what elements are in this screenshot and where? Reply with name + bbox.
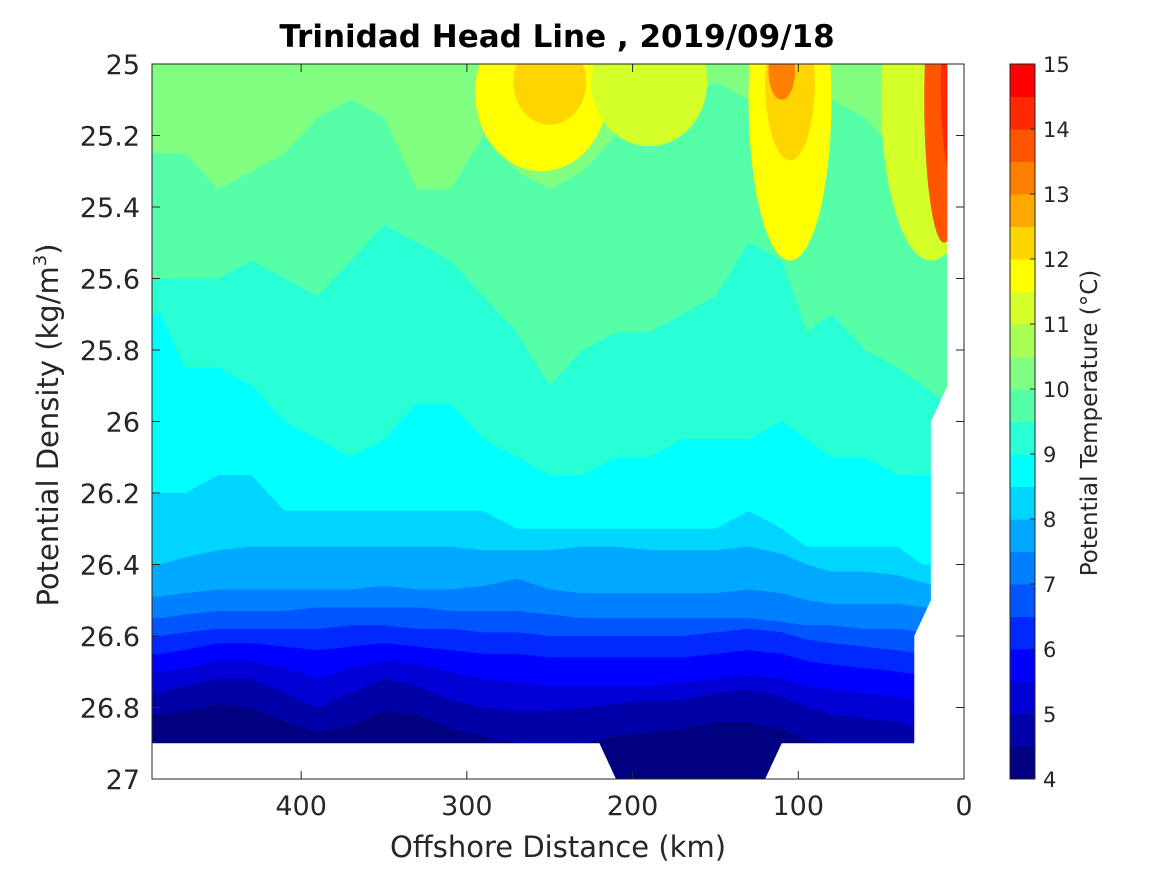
colorbar-ticks: 4 5 6 7 8 9 10 11 12 13 14 15: [1030, 53, 1070, 792]
x-axis: 400 300 200 100 0: [275, 64, 973, 822]
warm-patch-1: [513, 64, 587, 125]
colorbar-tick-label: 9: [1043, 443, 1056, 467]
colorbar-segment: [1010, 194, 1035, 227]
y-axis-label-end: ): [31, 243, 65, 254]
x-axis-label: Offshore Distance (km): [390, 830, 726, 864]
colorbar-segment: [1010, 64, 1035, 97]
y-axis: 25 25.2 25.4 25.6 25.8 26 26.2 26.4 26.6 26.8 27: [80, 50, 964, 796]
colorbar-tick-label: 4: [1043, 768, 1056, 792]
colorbar-segment: [1010, 259, 1035, 292]
colorbar-segment: [1010, 551, 1035, 585]
y-tick-label: 25: [106, 50, 140, 81]
colorbar-segment: [1010, 584, 1035, 617]
y-tick-label: 26.4: [80, 551, 140, 582]
y-tick-label: 25.2: [80, 122, 140, 153]
chart-title: Trinidad Head Line , 2019/09/18: [279, 19, 834, 55]
contour-plot-area: [152, 64, 964, 779]
colorbar-segment: [1010, 714, 1035, 747]
colorbar-label: Potential Temperature (°C): [1077, 270, 1103, 577]
y-tick-label: 26.8: [80, 694, 140, 725]
y-tick-label: 25.8: [80, 336, 140, 367]
y-tick-label: 25.4: [80, 193, 140, 224]
colorbar-segment: [1010, 681, 1035, 715]
y-tick-label: 26.2: [80, 479, 140, 510]
x-tick-label: 0: [955, 791, 972, 822]
colorbar-tick-label: 11: [1043, 313, 1070, 337]
y-axis-label-superscript: 3: [30, 255, 51, 266]
y-axis-label-main: Potential Density (kg/m: [31, 266, 65, 606]
x-tick-label: 100: [773, 791, 825, 822]
y-tick-label: 26: [106, 408, 140, 439]
warm-patch-2: [591, 64, 708, 147]
colorbar-tick-label: 6: [1043, 638, 1056, 662]
colorbar-segment: [1010, 291, 1035, 325]
colorbar-tick-label: 5: [1043, 703, 1056, 727]
colorbar-tick-label: 15: [1043, 53, 1070, 77]
colorbar-segment: [1010, 421, 1035, 455]
colorbar-segment: [1010, 356, 1035, 390]
colorbar-segment: [1010, 226, 1035, 260]
warm-patch-5: [768, 64, 795, 100]
colorbar-segment: [1010, 746, 1035, 780]
colorbar-tick-label: 10: [1043, 378, 1070, 402]
colorbar-tick-label: 13: [1043, 183, 1070, 207]
colorbar-segment: [1010, 96, 1035, 130]
colorbar-segment: [1010, 454, 1035, 487]
colorbar: [1010, 64, 1035, 780]
y-tick-label: 25.6: [80, 265, 140, 296]
y-axis-label: Potential Density (kg/m3): [30, 243, 65, 606]
colorbar-segment: [1010, 486, 1035, 520]
y-tick-label: 27: [106, 765, 140, 796]
colorbar-segment: [1010, 324, 1035, 357]
colorbar-tick-label: 8: [1043, 508, 1056, 532]
colorbar-segment: [1010, 129, 1035, 162]
colorbar-segment: [1010, 519, 1035, 552]
colorbar-tick-label: 12: [1043, 248, 1070, 272]
colorbar-segment: [1010, 616, 1035, 650]
colorbar-tick-label: 7: [1043, 573, 1056, 597]
y-tick-label: 26.6: [80, 622, 140, 653]
colorbar-segment: [1010, 649, 1035, 682]
x-tick-label: 400: [275, 791, 327, 822]
colorbar-segment: [1010, 161, 1035, 195]
colorbar-tick-label: 14: [1043, 118, 1070, 142]
colorbar-segment: [1010, 389, 1035, 422]
x-tick-label: 200: [607, 791, 659, 822]
x-tick-label: 300: [441, 791, 493, 822]
colorbar-frame: [1009, 63, 1036, 780]
